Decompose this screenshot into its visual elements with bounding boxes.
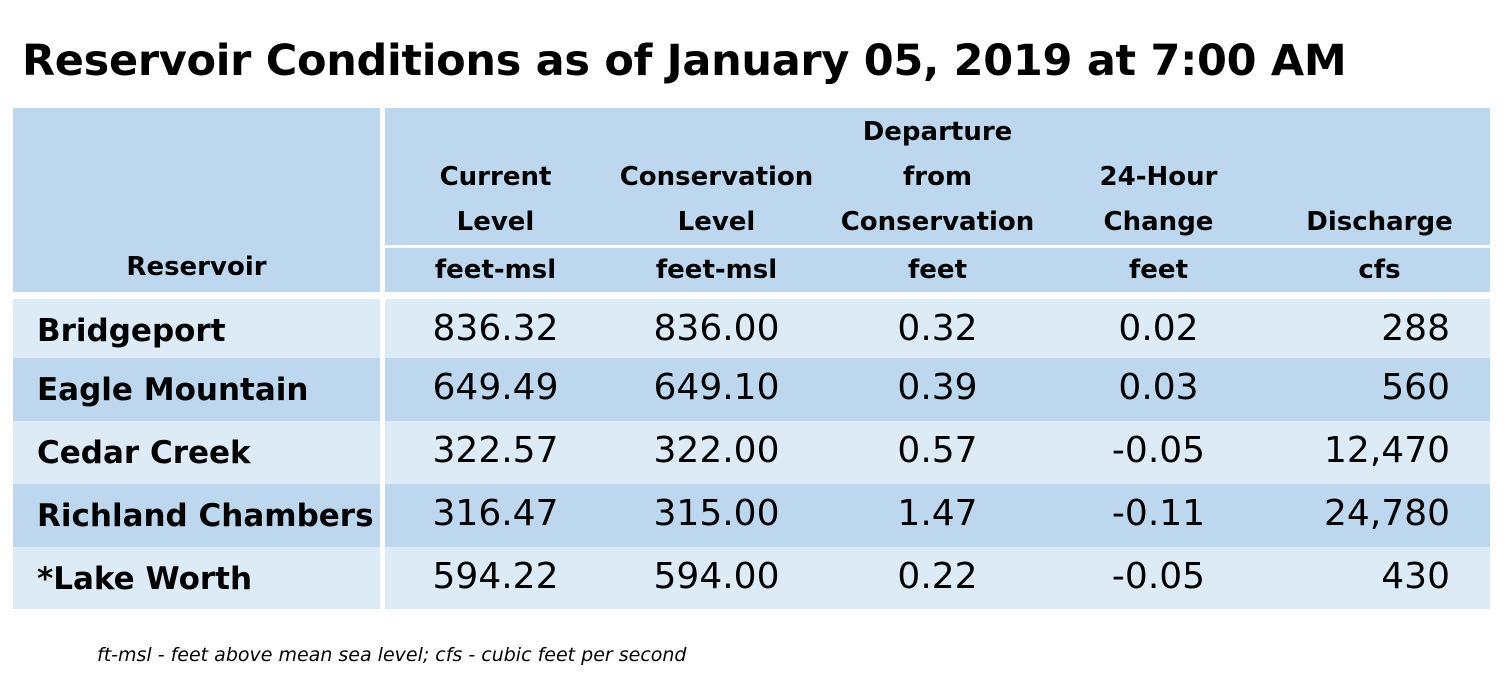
page-title: Reservoir Conditions as of January 05, 2… <box>22 36 1347 86</box>
header-24h-change: 24-Hour Change <box>1048 108 1269 245</box>
row-1-change: 0.03 <box>1048 358 1269 421</box>
row-0-conservation: 836.00 <box>606 299 827 358</box>
row-4-change: -0.05 <box>1048 547 1269 609</box>
row-0-departure: 0.32 <box>827 299 1048 358</box>
row-4-departure: 0.22 <box>827 547 1048 609</box>
row-1-discharge: 560 <box>1269 358 1490 421</box>
header-conservation-line-1: Conservation <box>619 162 814 192</box>
row-3-conservation: 315.00 <box>606 484 827 547</box>
row-2-change: -0.05 <box>1048 421 1269 484</box>
row-2-discharge: 12,470 <box>1269 421 1490 484</box>
header-departure-line-1: Departure <box>862 117 1013 147</box>
header-discharge-unit: cfs <box>1269 248 1490 292</box>
header-departure: Departure from Conservation <box>827 108 1048 245</box>
header-current-line-2: Level <box>456 207 535 237</box>
header-change-unit: feet <box>1048 248 1269 292</box>
row-3-discharge: 24,780 <box>1269 484 1490 547</box>
row-4-current: 594.22 <box>385 547 606 609</box>
row-4-name: *Lake Worth <box>13 547 380 609</box>
row-2-conservation: 322.00 <box>606 421 827 484</box>
row-0-change: 0.02 <box>1048 299 1269 358</box>
header-reservoir-label: Reservoir <box>126 252 267 282</box>
header-discharge-line-1: Discharge <box>1306 207 1453 237</box>
row-3-name: Richland Chambers <box>13 484 380 547</box>
header-current-line-1: Current <box>439 162 552 192</box>
row-0-current: 836.32 <box>385 299 606 358</box>
header-current-level: Current Level <box>385 108 606 245</box>
row-4-discharge: 430 <box>1269 547 1490 609</box>
row-2-departure: 0.57 <box>827 421 1048 484</box>
row-1-departure: 0.39 <box>827 358 1048 421</box>
header-change-line-1: 24-Hour <box>1099 162 1218 192</box>
header-conservation-line-2: Level <box>677 207 756 237</box>
row-2-current: 322.57 <box>385 421 606 484</box>
header-current-unit: feet-msl <box>385 248 606 292</box>
row-1-conservation: 649.10 <box>606 358 827 421</box>
header-discharge: Discharge <box>1269 108 1490 245</box>
row-3-departure: 1.47 <box>827 484 1048 547</box>
row-1-current: 649.49 <box>385 358 606 421</box>
header-conservation-unit: feet-msl <box>606 248 827 292</box>
header-reservoir: Reservoir <box>13 108 380 292</box>
row-3-current: 316.47 <box>385 484 606 547</box>
row-4-conservation: 594.00 <box>606 547 827 609</box>
row-0-name: Bridgeport <box>13 299 380 358</box>
header-conservation-level: Conservation Level <box>606 108 827 245</box>
row-1-name: Eagle Mountain <box>13 358 380 421</box>
header-departure-unit: feet <box>827 248 1048 292</box>
header-change-line-2: Change <box>1103 207 1214 237</box>
header-departure-line-2: from <box>902 162 973 192</box>
header-departure-line-3: Conservation <box>840 207 1035 237</box>
row-0-discharge: 288 <box>1269 299 1490 358</box>
row-2-name: Cedar Creek <box>13 421 380 484</box>
row-3-change: -0.11 <box>1048 484 1269 547</box>
footnote: ft-msl - feet above mean sea level; cfs … <box>97 644 687 666</box>
